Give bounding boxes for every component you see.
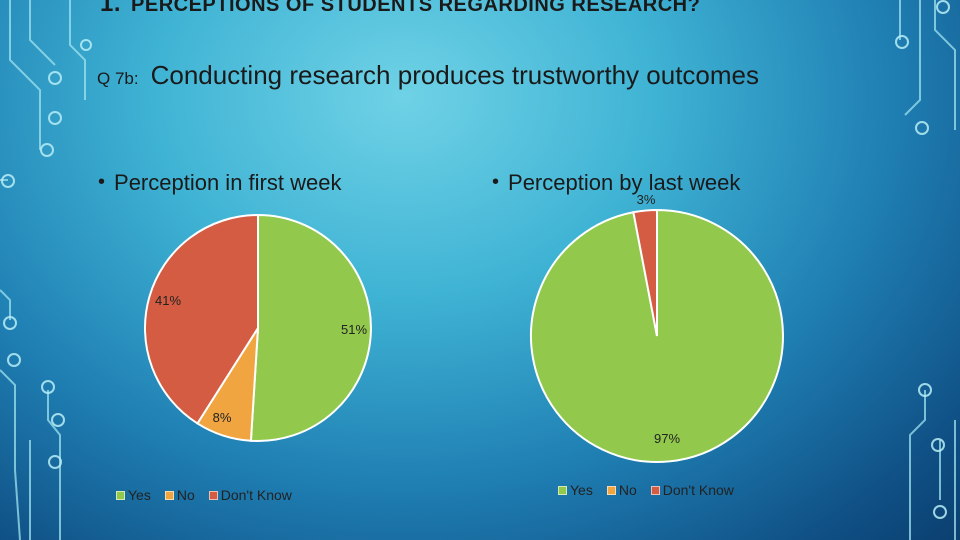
question-text: Conducting research produces trustworthy… xyxy=(150,60,760,90)
slide-heading-text: PERCEPTIONS OF STUDENTS REGARDING RESEAR… xyxy=(131,0,701,16)
legend-first-week: Yes No Don't Know xyxy=(116,487,292,503)
slide-heading: 1. PERCEPTIONS OF STUDENTS REGARDING RESE… xyxy=(100,0,700,18)
legend-item-yes: Yes xyxy=(116,487,151,503)
legend-label-dont-know: Don't Know xyxy=(662,482,734,498)
legend-label-no: No xyxy=(618,482,637,498)
pie2-label-yes: 97% xyxy=(654,431,680,446)
pie1-slice-dont-know xyxy=(144,213,259,425)
pie2-label-dont-know: 3% xyxy=(637,192,656,207)
question: Q 7b: Conducting research produces trustw… xyxy=(97,60,817,94)
legend-item-no: No xyxy=(606,482,637,498)
legend-last-week: Yes No Don't Know xyxy=(558,482,734,498)
legend-item-no: No xyxy=(164,487,195,503)
bullet-last-week-text: Perception by last week xyxy=(508,170,741,195)
pie1-label-no: 8% xyxy=(213,410,232,425)
pie1-slice-yes xyxy=(249,213,372,442)
legend-item-yes: Yes xyxy=(558,482,593,498)
pie1-label-yes: 51% xyxy=(341,322,367,337)
bullet-first-week: • Perception in first week xyxy=(98,170,341,196)
legend-swatch-no xyxy=(606,485,616,495)
legend-label-no: No xyxy=(176,487,195,503)
legend-label-yes: Yes xyxy=(570,482,593,498)
bullet-dot: • xyxy=(492,171,500,193)
legend-item-dont-know: Don't Know xyxy=(650,482,734,498)
bullet-last-week: • Perception by last week xyxy=(492,170,740,196)
slide-heading-number: 1. xyxy=(100,0,122,17)
legend-label-yes: Yes xyxy=(128,487,151,503)
legend-label-dont-know: Don't Know xyxy=(220,487,292,503)
legend-swatch-yes xyxy=(558,485,567,495)
legend-swatch-dont-know xyxy=(208,490,218,500)
bullet-first-week-text: Perception in first week xyxy=(114,170,342,195)
legend-swatch-no xyxy=(164,490,174,500)
legend-swatch-dont-know xyxy=(650,485,660,495)
legend-item-dont-know: Don't Know xyxy=(208,487,292,503)
pie2-slice-dont-know xyxy=(632,208,658,337)
pie1-label-dont-know: 41% xyxy=(155,293,181,308)
legend-swatch-yes xyxy=(116,490,125,500)
question-label: Q 7b: xyxy=(97,69,139,88)
bullet-dot: • xyxy=(98,171,106,193)
